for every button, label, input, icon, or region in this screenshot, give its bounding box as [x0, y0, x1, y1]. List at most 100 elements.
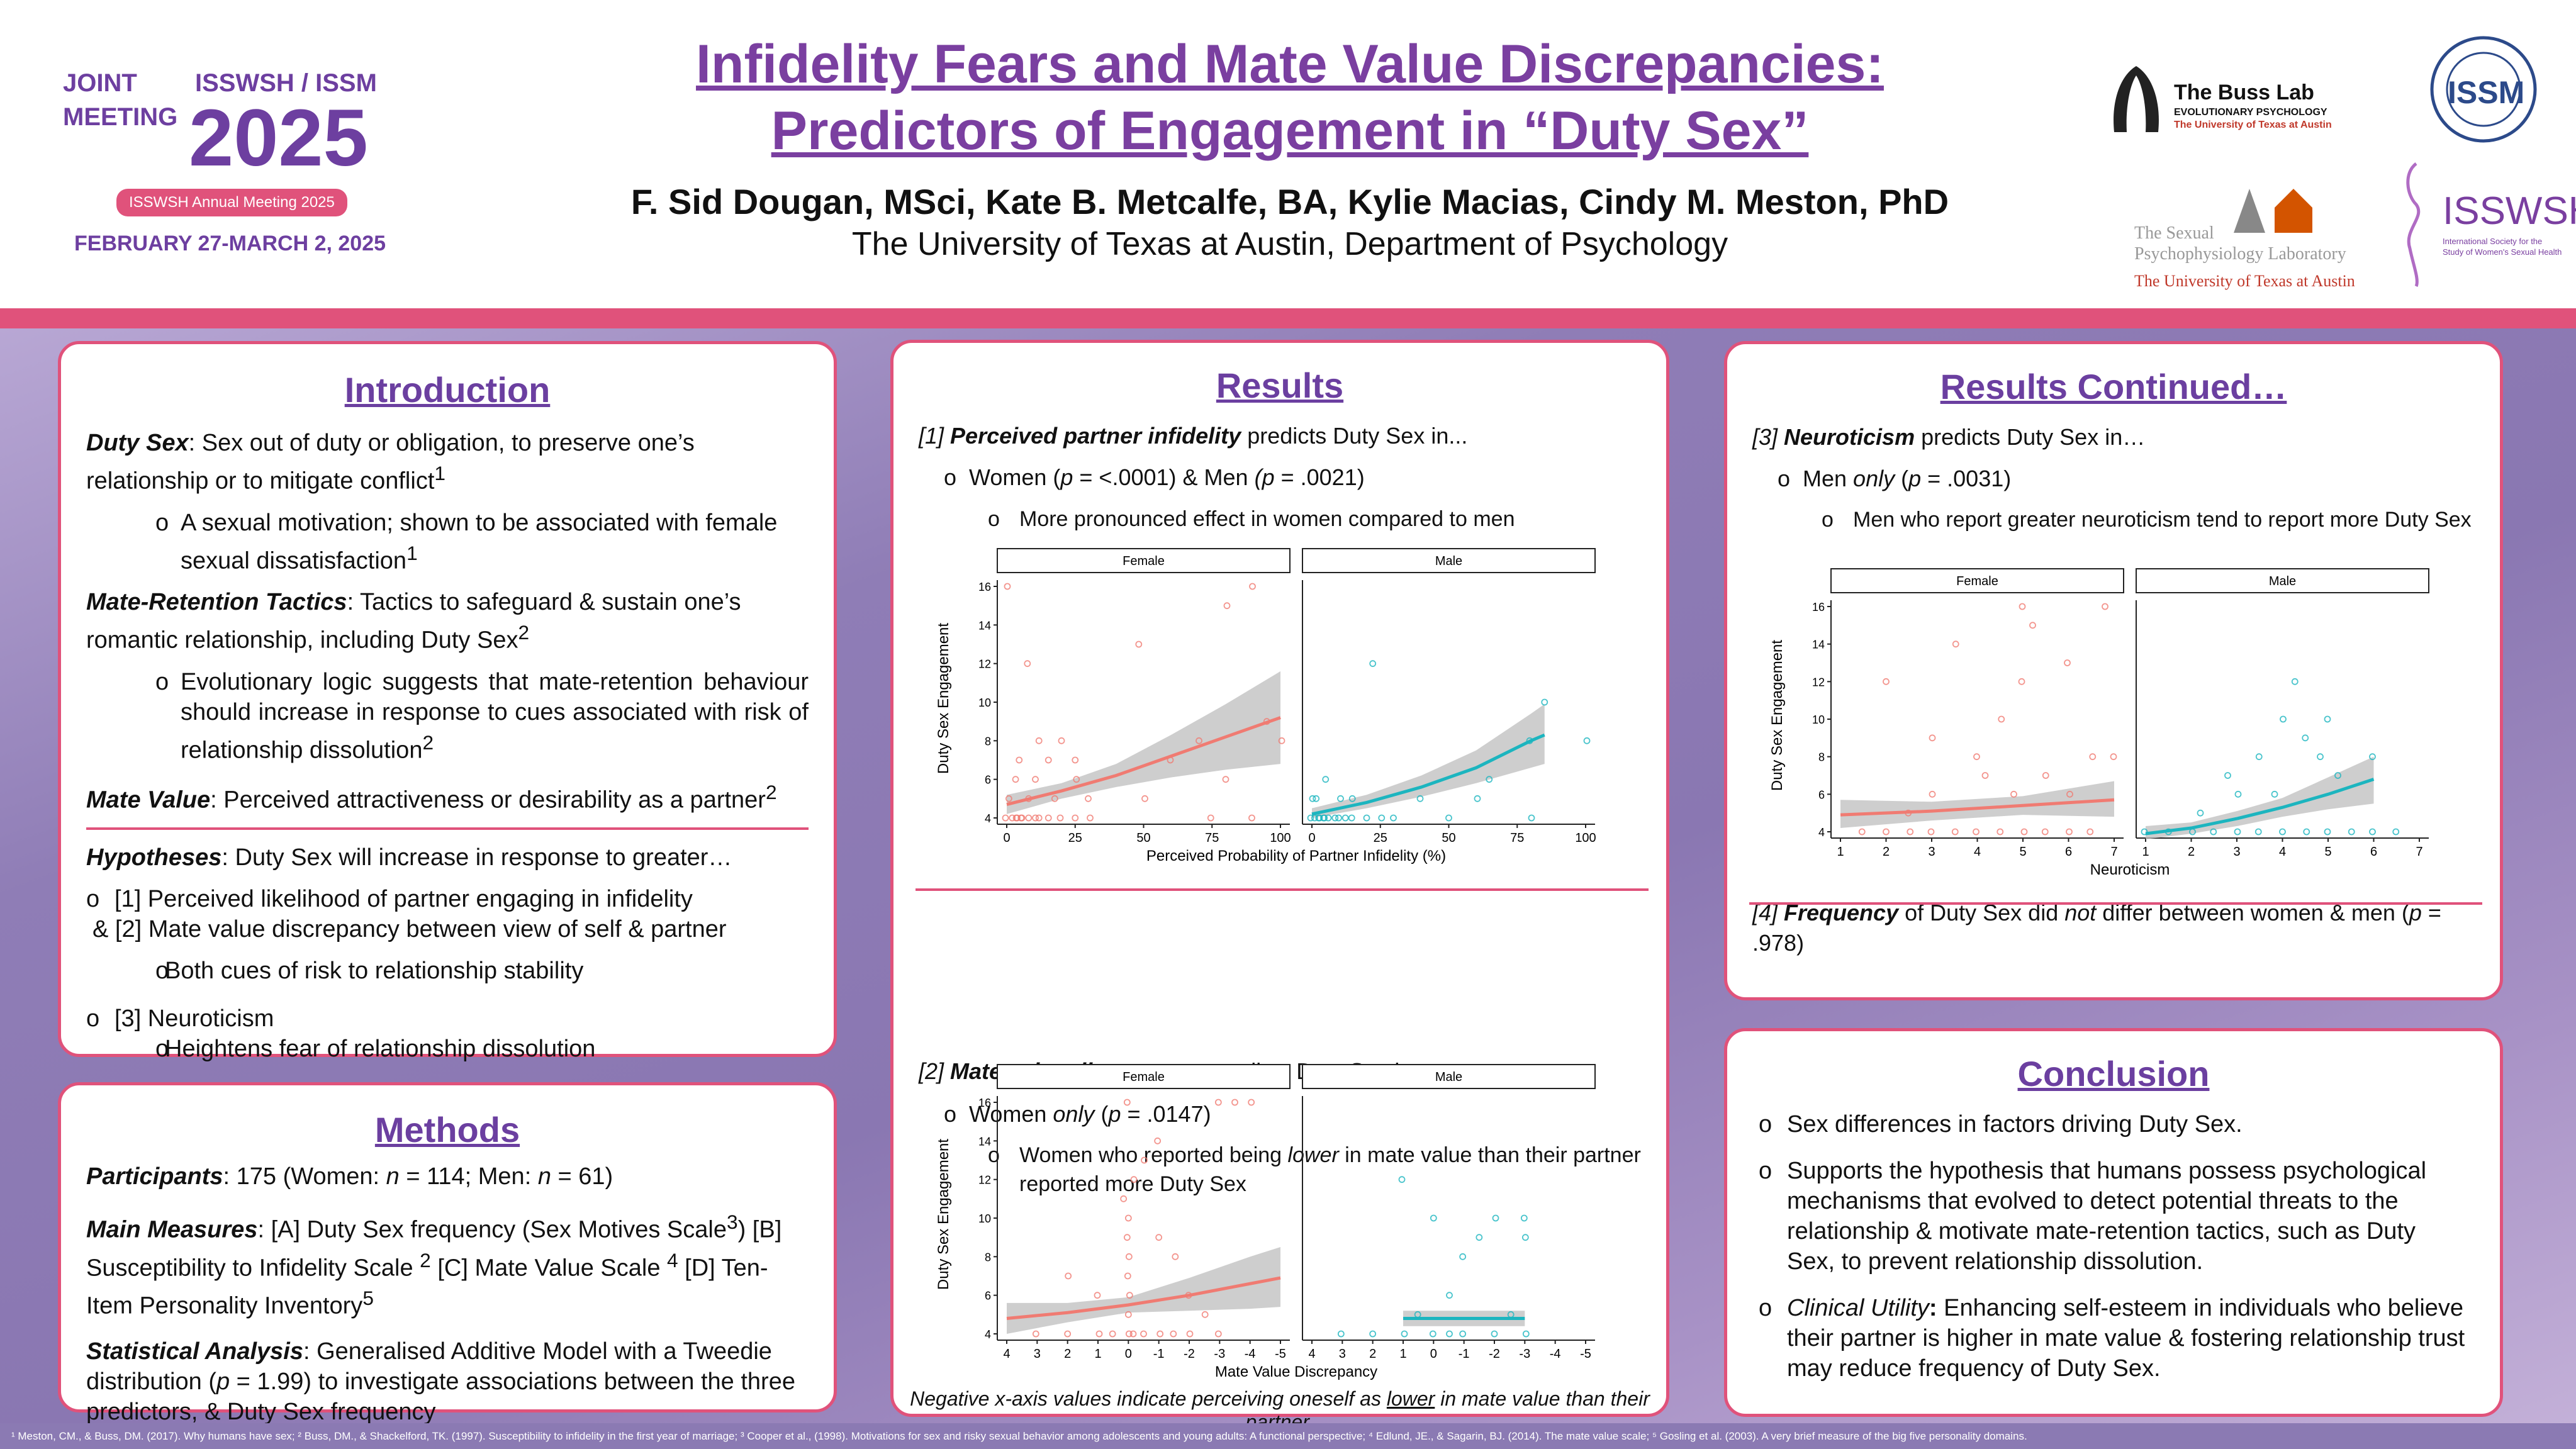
data-point-female — [1012, 776, 1019, 783]
data-point-male — [2369, 753, 2376, 761]
data-point-male — [1492, 1214, 1499, 1222]
poster-title-line2: Predictors of Engagement in “Duty Sex” — [771, 101, 1809, 161]
confidence-band-male — [2146, 756, 2374, 839]
data-point-female — [1135, 641, 1143, 648]
data-point-male — [2255, 753, 2263, 761]
data-point-male — [1341, 814, 1349, 822]
data-point-male — [1331, 814, 1339, 822]
data-point-female — [1002, 814, 1009, 822]
y-tick-label: 16 — [978, 581, 991, 593]
isswsh-logo-text: ISSWSH — [2443, 189, 2576, 233]
x-tick-label-male: -1 — [1459, 1347, 1470, 1361]
conclusion-3: Clinical Utility: Enhancing self-esteem … — [1759, 1293, 2468, 1384]
x-tick-label-female: 0 — [1125, 1347, 1132, 1361]
x-tick-label-male: -3 — [1519, 1347, 1530, 1361]
hypothesis-2-bullet: Both cues of risk to relationship stabil… — [86, 956, 809, 986]
data-point-female — [1032, 1330, 1039, 1338]
spl-name2: Psychophysiology Laboratory — [2134, 244, 2346, 264]
data-point-female — [1231, 1099, 1238, 1106]
x-axis-label: Mate Value Discrepancy — [1215, 1363, 1377, 1380]
x-tick-label-male: 25 — [1374, 831, 1387, 845]
data-point-male — [1378, 814, 1386, 822]
data-point-male — [1491, 1330, 1498, 1338]
statistical-analysis: Statistical Analysis: Generalised Additi… — [86, 1338, 795, 1425]
data-point-male — [1416, 795, 1424, 802]
main-measures: Main Measures: [A] Duty Sex frequency (S… — [86, 1211, 782, 1319]
x-tick-label-female: 25 — [1068, 831, 1082, 845]
buss-lab-sub: EVOLUTIONARY PSYCHOLOGY — [2174, 107, 2327, 118]
fit-line-female — [1006, 1276, 1281, 1320]
y-axis-label: Duty Sex Engagement — [1769, 640, 1786, 791]
data-point-female — [1032, 776, 1039, 783]
data-point-female — [1248, 814, 1255, 822]
data-point-male — [1324, 814, 1332, 822]
x-axis-label: Perceived Probability of Partner Infidel… — [1146, 848, 1446, 864]
data-point-female — [1927, 828, 1935, 836]
y-tick-label: 14 — [978, 1135, 991, 1148]
header-band — [0, 308, 2576, 328]
data-point-female — [1072, 814, 1079, 822]
chart-mate-value: Duty Sex Engagement Mate Value Discrepanc… — [934, 1063, 1601, 1384]
mrt-definition: Mate-Retention Tactics: Tactics to safeg… — [86, 589, 741, 654]
data-point-female — [1005, 795, 1012, 802]
data-point-male — [2197, 809, 2204, 817]
fit-line-female — [1840, 798, 2115, 817]
header — [0, 0, 2576, 308]
x-tick-label-male: -4 — [1550, 1347, 1561, 1361]
data-point-female — [1981, 772, 1989, 779]
data-point-female — [1278, 737, 1285, 744]
data-point-female — [1155, 1234, 1163, 1241]
conclusion-1: Sex differences in factors driving Duty … — [1759, 1109, 2468, 1139]
data-point-female — [1124, 1272, 1131, 1280]
data-point-male — [1401, 1330, 1408, 1338]
data-point-male — [1445, 814, 1452, 822]
data-point-female — [2010, 790, 2017, 798]
x-tick-label-male: 0 — [1308, 831, 1315, 845]
confidence-band-male — [1312, 704, 1545, 818]
y-tick-label: 4 — [1818, 826, 1825, 839]
hypotheses: Hypotheses: Duty Sex will increase in re… — [86, 844, 732, 871]
data-point-female — [1095, 1330, 1103, 1338]
x-tick-label-female: -5 — [1275, 1347, 1286, 1361]
data-point-male — [2348, 828, 2355, 836]
x-tick-label-female: -1 — [1153, 1347, 1165, 1361]
result-3-bullet: Men only (p = .0031) — [1752, 464, 2475, 494]
data-point-male — [1446, 1292, 1453, 1299]
y-tick-label: 6 — [1818, 788, 1825, 801]
data-point-female — [1883, 678, 1890, 685]
x-tick-label-male: 100 — [1575, 831, 1596, 845]
data-point-male — [2141, 828, 2148, 836]
y-tick-label: 4 — [985, 812, 991, 825]
x-tick-label-female: 0 — [1003, 831, 1010, 845]
data-point-female — [1065, 1272, 1072, 1280]
data-point-male — [1337, 1330, 1345, 1338]
meeting-dates: FEBRUARY 27-MARCH 2, 2025 — [74, 232, 386, 255]
annual-meeting-badge: ISSWSH Annual Meeting 2025 — [116, 189, 347, 216]
facet-label-female: Female — [1123, 554, 1165, 568]
data-point-male — [1313, 795, 1320, 802]
data-point-male — [1486, 776, 1493, 783]
data-point-male — [1459, 1330, 1467, 1338]
x-tick-label-male: 0 — [1430, 1347, 1437, 1361]
duty-sex-bullet: A sexual motivation; shown to be associa… — [86, 508, 809, 576]
y-tick-label: 6 — [985, 1290, 991, 1302]
data-point-male — [1335, 814, 1342, 822]
data-point-male — [2317, 753, 2324, 761]
facet-strip-female — [997, 548, 1291, 573]
data-point-female — [1035, 737, 1043, 744]
data-point-female — [1201, 1311, 1209, 1318]
data-point-male — [1429, 1330, 1436, 1338]
data-point-female — [1172, 1253, 1179, 1260]
hypothesis-1: [1] Perceived likelihood of partner enga… — [86, 884, 809, 914]
data-point-female — [1004, 583, 1011, 590]
data-point-female — [1222, 776, 1229, 783]
data-point-female — [1032, 814, 1039, 822]
x-tick-label-female: 3 — [1034, 1347, 1041, 1361]
x-tick-label-female: 4 — [1003, 1347, 1010, 1361]
confidence-band-female — [1840, 781, 2114, 829]
data-point-female — [1214, 1099, 1222, 1106]
data-point-female — [2110, 753, 2117, 761]
data-point-female — [1126, 1292, 1133, 1299]
y-tick-label: 14 — [978, 619, 991, 632]
fit-line-male — [1311, 733, 1545, 816]
